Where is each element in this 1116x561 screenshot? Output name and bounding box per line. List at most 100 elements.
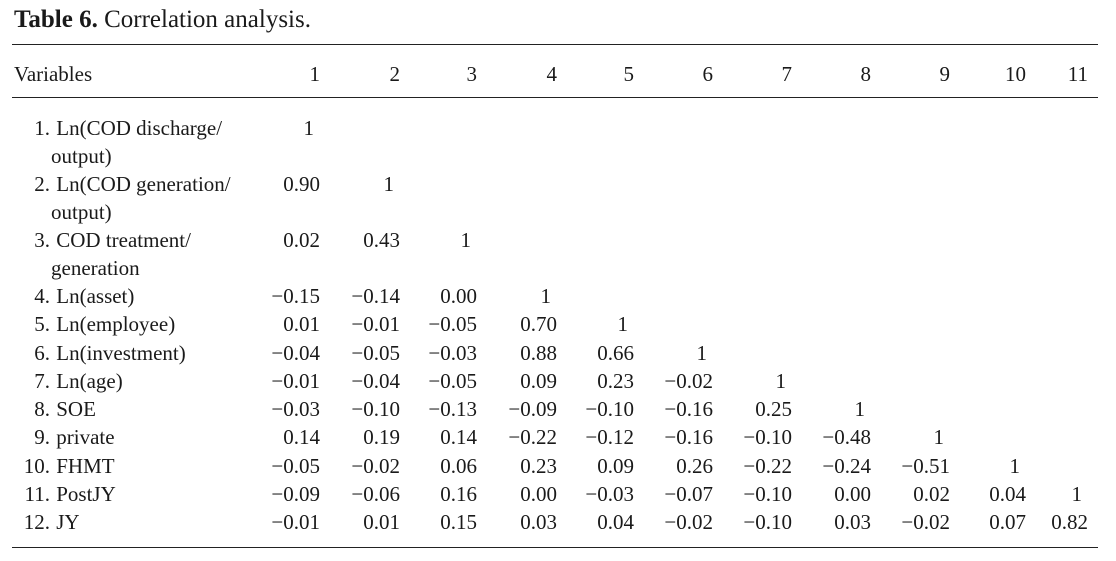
row-variable-name: Ln(COD generation/ [51, 172, 231, 196]
row-number: 7. [34, 369, 50, 393]
table-cell: −0.01 [271, 510, 320, 534]
row-label-12: 12. JY [22, 508, 80, 536]
table-caption-text: Correlation analysis. [104, 6, 311, 33]
table-cell: 0.04 [597, 510, 634, 534]
table-cell: −0.03 [585, 482, 634, 506]
row-number: 1. [34, 116, 50, 140]
table-cell: 1 [617, 312, 629, 336]
column-header-6: 6 [702, 62, 714, 86]
row-variable-name: SOE [51, 397, 96, 421]
table-cell: −0.10 [743, 425, 792, 449]
table-cell: 0.02 [283, 228, 320, 252]
row-number: 6. [34, 341, 50, 365]
table-cell: −0.05 [271, 454, 320, 478]
column-header-10: 10 [1005, 62, 1026, 86]
row-label-7: 7. Ln(age) [22, 367, 123, 395]
row-variable-name-continued: output) [51, 144, 112, 168]
column-header-1: 1 [309, 62, 321, 86]
table-caption-label: Table 6. [14, 6, 98, 33]
table-cell: 0.04 [989, 482, 1026, 506]
row-number: 12. [23, 510, 50, 534]
column-header-7: 7 [781, 62, 793, 86]
row-label-8: 8. SOE [22, 395, 96, 423]
table-cell: −0.04 [271, 341, 320, 365]
table-cell: 0.01 [283, 312, 320, 336]
table-cell: −0.22 [743, 454, 792, 478]
row-number: 4. [34, 284, 50, 308]
table-cell: 0.00 [834, 482, 871, 506]
row-number: 3. [34, 228, 50, 252]
table-cell: 0.09 [520, 369, 557, 393]
table-cell: 1 [540, 284, 552, 308]
column-header-9: 9 [939, 62, 951, 86]
table-cell: −0.02 [901, 510, 950, 534]
table-cell: 0.15 [440, 510, 477, 534]
column-header-3: 3 [466, 62, 478, 86]
row-number: 11. [24, 482, 50, 506]
table-cell: −0.05 [428, 369, 477, 393]
row-variable-name-continued: output) [51, 200, 112, 224]
table-cell: −0.05 [351, 341, 400, 365]
row-label-2: 2. Ln(COD generation/output) [22, 170, 231, 226]
row-label-5: 5. Ln(employee) [22, 310, 175, 338]
row-label-1: 1. Ln(COD discharge/output) [22, 114, 222, 170]
table-cell: −0.16 [664, 397, 713, 421]
table-cell: −0.10 [743, 510, 792, 534]
column-header-2: 2 [389, 62, 401, 86]
table-cell: −0.12 [585, 425, 634, 449]
row-variable-name: FHMT [51, 454, 115, 478]
table-cell: 1 [696, 341, 708, 365]
table-cell: 0.19 [363, 425, 400, 449]
table-cell: −0.04 [351, 369, 400, 393]
table-cell: 0.82 [1051, 510, 1088, 534]
table-cell: −0.16 [664, 425, 713, 449]
table-cell: 0.09 [597, 454, 634, 478]
row-variable-name: Ln(investment) [51, 341, 186, 365]
row-label-10: 10. FHMT [22, 452, 115, 480]
table-cell: 0.01 [363, 510, 400, 534]
row-label-9: 9. private [22, 423, 115, 451]
row-number: 8. [34, 397, 50, 421]
column-header-11: 11 [1067, 62, 1088, 86]
row-number: 10. [23, 454, 50, 478]
header-rule [12, 97, 1098, 98]
row-variable-name: JY [51, 510, 80, 534]
table-cell: −0.13 [428, 397, 477, 421]
column-header-8: 8 [860, 62, 872, 86]
table-cell: 0.00 [440, 284, 477, 308]
table-cell: 0.00 [520, 482, 557, 506]
row-number: 9. [34, 425, 50, 449]
bottom-rule [12, 547, 1098, 548]
row-variable-name: Ln(age) [51, 369, 123, 393]
table-cell: −0.22 [508, 425, 557, 449]
row-number: 5. [34, 312, 50, 336]
row-variable-name: Ln(asset) [51, 284, 135, 308]
row-label-4: 4. Ln(asset) [22, 282, 134, 310]
table-cell: 0.90 [283, 172, 320, 196]
table-cell: −0.51 [901, 454, 950, 478]
row-variable-name: Ln(employee) [51, 312, 176, 336]
table-cell: 1 [1071, 482, 1083, 506]
table-cell: 0.02 [913, 482, 950, 506]
row-variable-name: private [51, 425, 115, 449]
table-cell: 1 [460, 228, 472, 252]
table-cell: 0.66 [597, 341, 634, 365]
table-caption: Table 6. Correlation analysis. [14, 4, 311, 36]
row-number: 2. [34, 172, 50, 196]
table-cell: −0.48 [822, 425, 871, 449]
table-cell: −0.09 [508, 397, 557, 421]
table-cell: −0.06 [351, 482, 400, 506]
table-cell: −0.05 [428, 312, 477, 336]
table-cell: 0.26 [676, 454, 713, 478]
row-variable-name: COD treatment/ [51, 228, 191, 252]
table-cell: −0.24 [822, 454, 871, 478]
table-cell: −0.07 [664, 482, 713, 506]
table-cell: −0.02 [664, 369, 713, 393]
table-cell: 0.06 [440, 454, 477, 478]
table-cell: 1 [1009, 454, 1021, 478]
table-cell: −0.10 [743, 482, 792, 506]
row-variable-name-continued: generation [51, 256, 140, 280]
row-label-6: 6. Ln(investment) [22, 339, 186, 367]
table-cell: −0.15 [271, 284, 320, 308]
table-cell: −0.01 [271, 369, 320, 393]
